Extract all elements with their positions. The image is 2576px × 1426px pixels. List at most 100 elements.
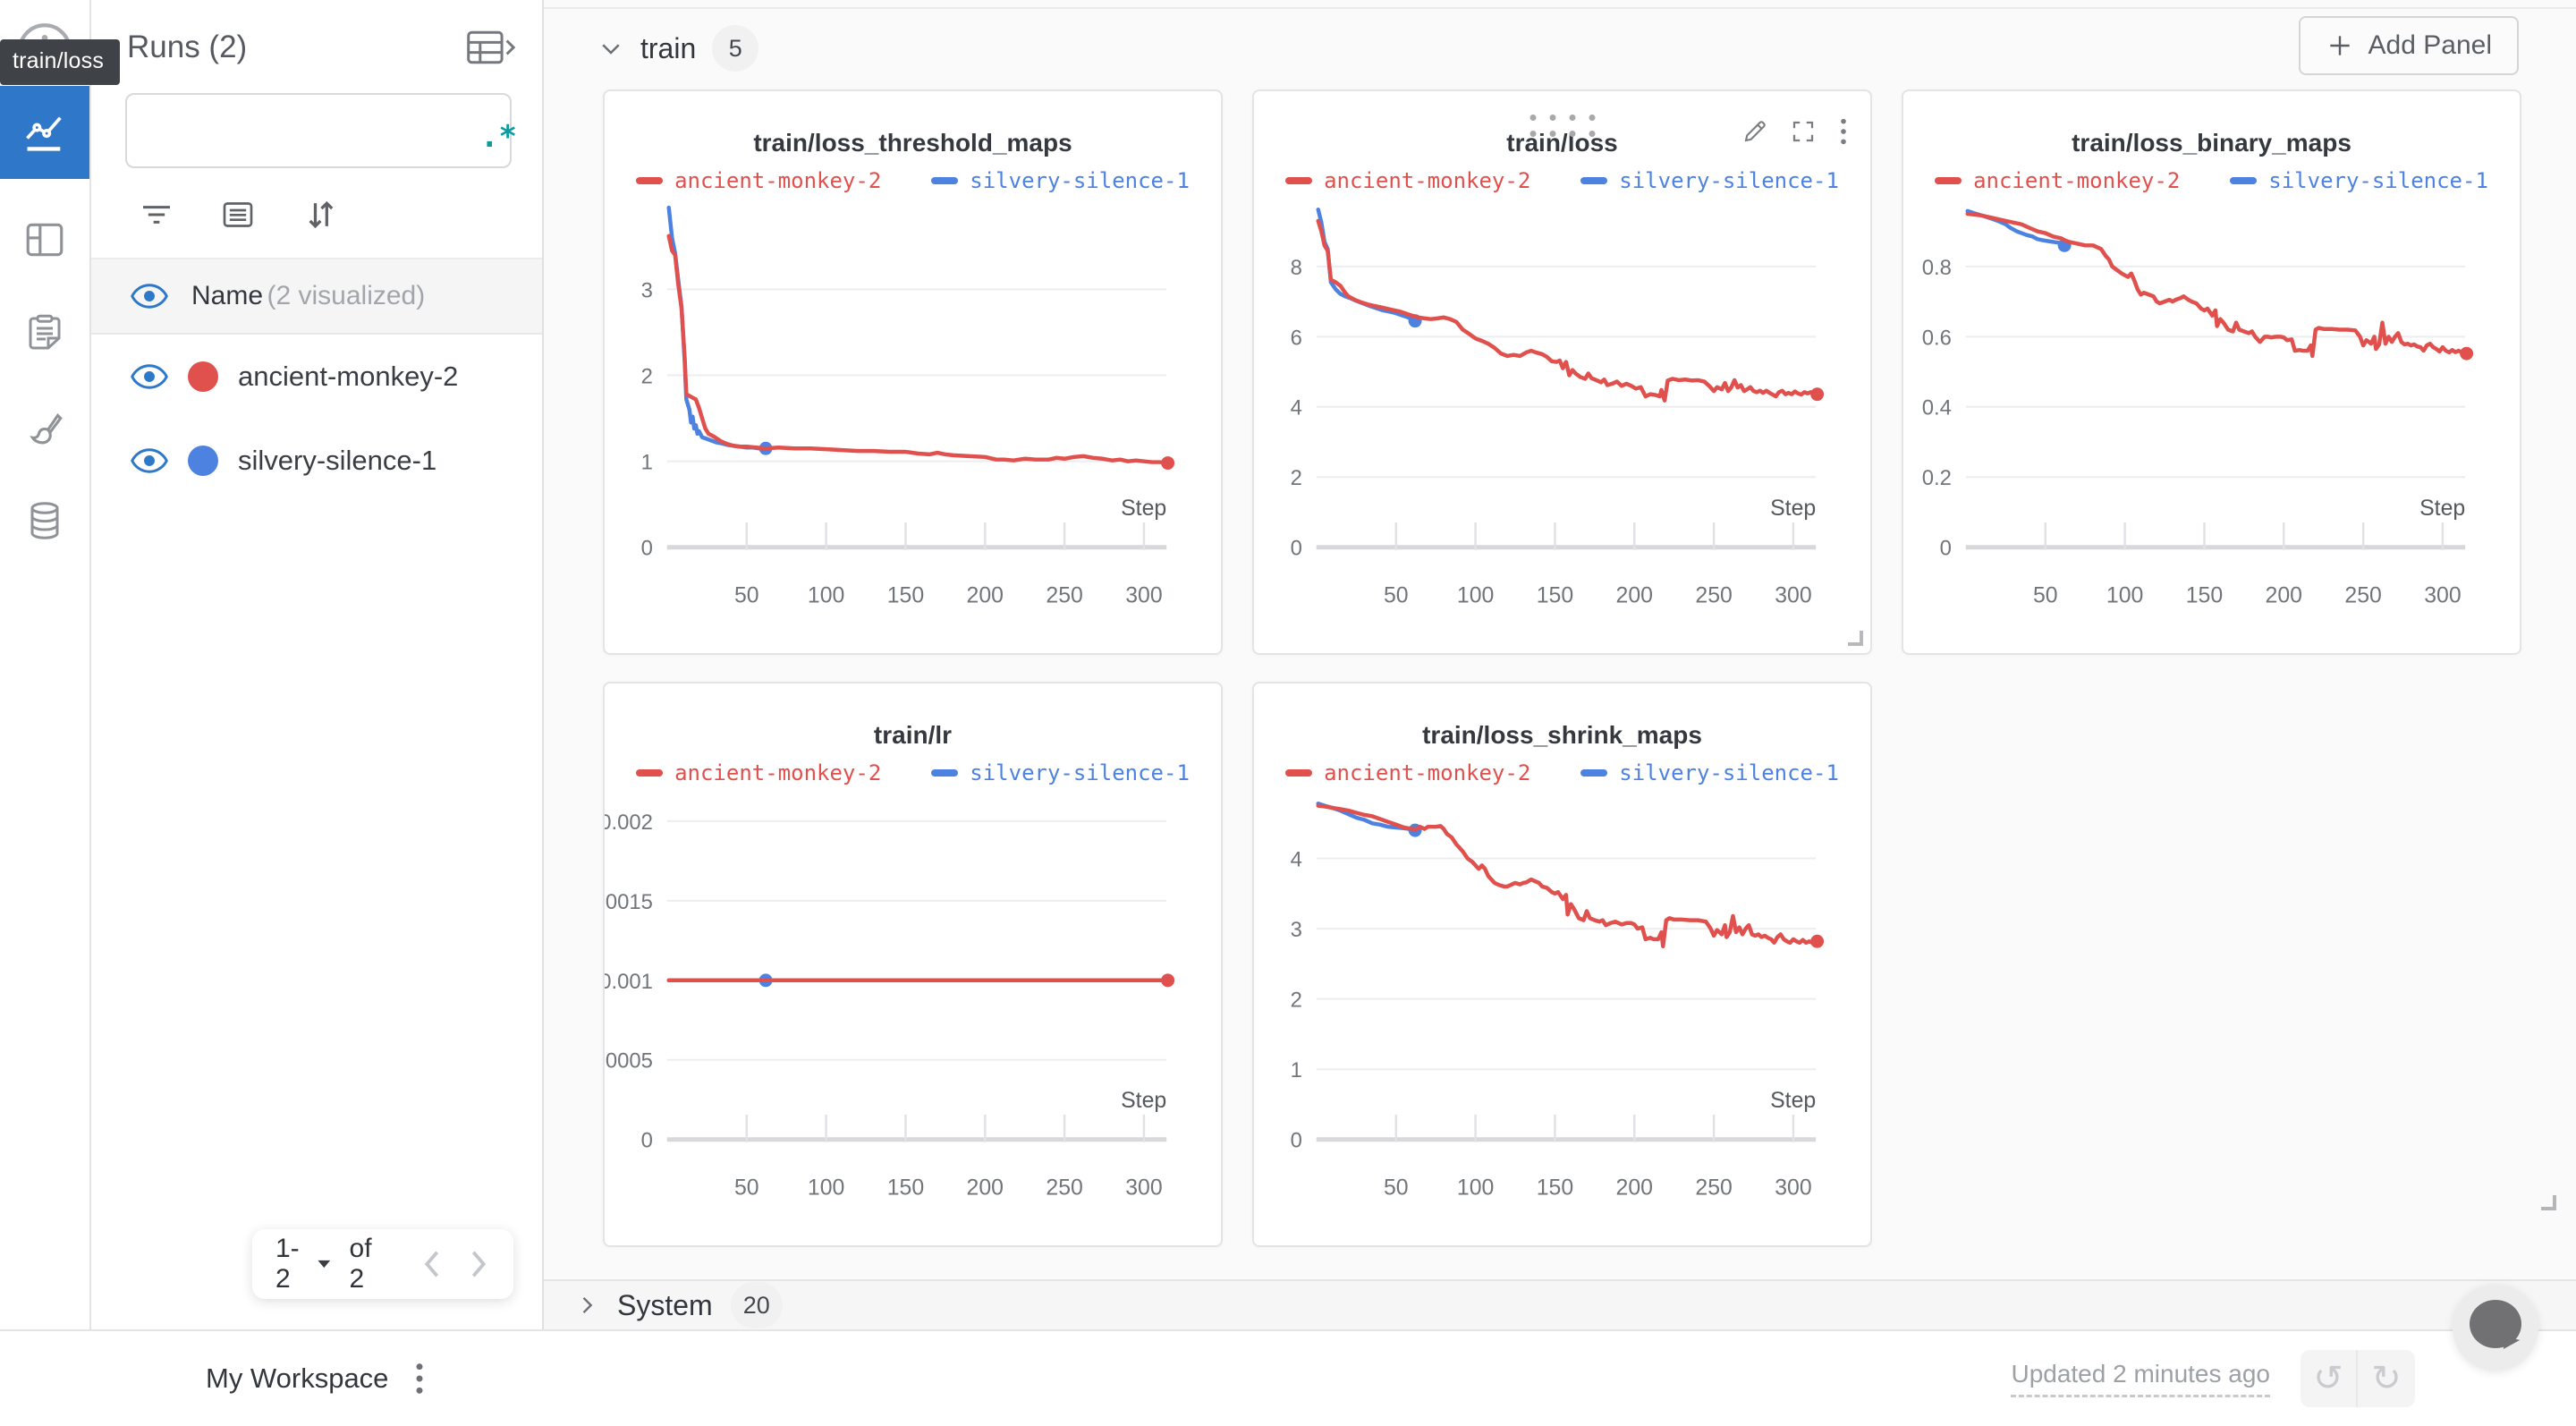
- svg-text:200: 200: [967, 1176, 1004, 1200]
- legend-dash: [1580, 769, 1608, 777]
- plus-icon: [2329, 36, 2350, 55]
- legend-run-name: ancient-monkey-2: [674, 760, 882, 785]
- run-row[interactable]: ancient-monkey-2: [91, 335, 542, 419]
- pagination-range[interactable]: 1-2: [275, 1234, 300, 1294]
- svg-text:100: 100: [808, 1176, 844, 1200]
- run-name[interactable]: ancient-monkey-2: [238, 361, 459, 392]
- undo-redo-group: ↺ ↻: [2301, 1350, 2415, 1407]
- run-name[interactable]: silvery-silence-1: [238, 445, 437, 476]
- undo-button[interactable]: ↺: [2301, 1350, 2358, 1407]
- next-page-icon[interactable]: [467, 1249, 490, 1279]
- redo-button[interactable]: ↻: [2371, 1359, 2402, 1398]
- regex-toggle[interactable]: .*: [480, 119, 517, 155]
- sort-button[interactable]: [301, 195, 340, 234]
- nav-rail: [0, 0, 91, 1329]
- svg-text:100: 100: [808, 583, 844, 607]
- panel-menu-icon[interactable]: [1838, 116, 1849, 147]
- svg-text:300: 300: [1775, 583, 1811, 607]
- chart-legend: ancient-monkey-2 silvery-silence-1: [1254, 168, 1870, 193]
- svg-text:100: 100: [1457, 583, 1494, 607]
- run-list-name-label: Name: [191, 281, 264, 310]
- svg-text:0.0005: 0.0005: [605, 1049, 653, 1074]
- chart-plot[interactable]: 0 1 2 3 4 50 100 150 200 250 300 Step: [1254, 683, 1870, 1245]
- run-list-visualized-label: (2 visualized): [267, 281, 426, 310]
- nav-artifacts[interactable]: [0, 483, 89, 558]
- legend-dash: [2230, 177, 2258, 184]
- prev-page-icon[interactable]: [420, 1249, 444, 1279]
- svg-text:8: 8: [1291, 256, 1302, 280]
- panel-workspace: train 5 Add Panel train/loss_threshold_m…: [544, 0, 2576, 1329]
- svg-text:250: 250: [1046, 583, 1082, 607]
- visibility-eye-icon[interactable]: [131, 447, 168, 474]
- chart-plot[interactable]: 0 0.0005 0.001 0.0015 0.002 50 100 150 200 250 300…: [605, 683, 1221, 1245]
- svg-text:0: 0: [641, 1129, 653, 1153]
- train-section-label: train: [640, 31, 697, 64]
- svg-text:50: 50: [734, 583, 759, 607]
- runs-table-expand-button[interactable]: [465, 27, 515, 68]
- svg-text:100: 100: [2106, 583, 2143, 607]
- visibility-eye-icon[interactable]: [131, 283, 168, 310]
- system-section-header[interactable]: System 20: [544, 1279, 2576, 1329]
- chart-panel[interactable]: train/loss ancient-monkey-2 silvery-silenc…: [1252, 89, 1872, 655]
- svg-text:0.8: 0.8: [1922, 256, 1952, 280]
- chart-panel[interactable]: train/loss_threshold_maps ancient-monkey-…: [603, 89, 1223, 655]
- group-button[interactable]: [218, 197, 258, 233]
- run-search-input[interactable]: [157, 116, 480, 145]
- nav-sweeps[interactable]: [0, 390, 89, 465]
- svg-text:50: 50: [1384, 1176, 1409, 1200]
- table-panel-icon: [26, 223, 64, 257]
- svg-text:2: 2: [641, 364, 653, 388]
- filter-button[interactable]: [138, 197, 175, 233]
- pagination-dropdown-icon[interactable]: [317, 1258, 332, 1270]
- chart-panel[interactable]: train/loss_shrink_maps ancient-monkey-2 si…: [1252, 682, 1872, 1247]
- sort-icon: [309, 200, 334, 229]
- svg-text:150: 150: [887, 1176, 924, 1200]
- legend-run-name: silvery-silence-1: [1619, 760, 1839, 785]
- add-panel-label: Add Panel: [2368, 30, 2492, 60]
- run-list-header[interactable]: Name (2 visualized): [91, 259, 542, 335]
- legend-dash: [1285, 177, 1313, 184]
- brush-icon: [30, 413, 63, 445]
- pagination-total: of 2: [349, 1234, 372, 1294]
- chart-panel[interactable]: train/lr ancient-monkey-2 silvery-silence-…: [603, 682, 1223, 1247]
- edit-pencil-icon[interactable]: [1741, 118, 1768, 145]
- section-resize-handle[interactable]: [2541, 1195, 2556, 1210]
- chart-title: train/loss_threshold_maps: [753, 129, 1072, 157]
- nav-table[interactable]: [0, 202, 89, 277]
- workspace-title[interactable]: My Workspace: [206, 1362, 389, 1394]
- visibility-eye-icon[interactable]: [131, 363, 168, 390]
- legend-run-name: ancient-monkey-2: [1973, 168, 2181, 193]
- svg-text:0.0015: 0.0015: [605, 890, 653, 914]
- run-row[interactable]: silvery-silence-1: [91, 419, 542, 503]
- updated-status: Updated 2 minutes ago: [2011, 1360, 2270, 1397]
- fullscreen-icon[interactable]: [1790, 118, 1817, 145]
- chevron-down-icon: [602, 44, 620, 55]
- chart-plot[interactable]: 0 2 4 6 8 50 100 150 200 250 300 Step: [1254, 91, 1870, 653]
- svg-text:Step: Step: [2419, 497, 2465, 521]
- add-panel-button[interactable]: Add Panel: [2298, 16, 2519, 75]
- run-list: ancient-monkey-2 silvery-silence-1: [91, 335, 542, 503]
- train-section-count: 5: [712, 25, 759, 72]
- runs-panel-title: Runs (2): [127, 30, 248, 64]
- svg-text:250: 250: [1046, 1176, 1082, 1200]
- nav-logs[interactable]: [0, 295, 89, 370]
- svg-text:300: 300: [1775, 1176, 1811, 1200]
- chat-bubble-button[interactable]: [2453, 1285, 2538, 1371]
- legend-dash: [931, 177, 959, 184]
- chart-legend: ancient-monkey-2 silvery-silence-1: [1254, 760, 1870, 785]
- legend-dash: [1285, 769, 1313, 777]
- panel-drag-handle[interactable]: [1530, 115, 1595, 137]
- legend-item: silvery-silence-1: [1580, 168, 1839, 193]
- panel-resize-handle[interactable]: [1848, 631, 1863, 646]
- workspace-menu-icon[interactable]: [413, 1361, 426, 1396]
- chart-plot[interactable]: 0 1 2 3 50 100 150 200 250 300 Step: [605, 91, 1221, 653]
- train-section-header[interactable]: train 5: [597, 25, 759, 72]
- svg-text:300: 300: [1125, 583, 1162, 607]
- chart-title: train/lr: [873, 721, 953, 749]
- svg-text:Step: Step: [1121, 1089, 1166, 1113]
- filter-icon: [143, 206, 170, 224]
- chart-panel[interactable]: train/loss_binary_maps ancient-monkey-2 si…: [1902, 89, 2521, 655]
- chart-plot[interactable]: 0 0.2 0.4 0.6 0.8 50 100 150 200 250 300 Step: [1903, 91, 2520, 653]
- nav-workspace-charts-active[interactable]: [0, 86, 89, 179]
